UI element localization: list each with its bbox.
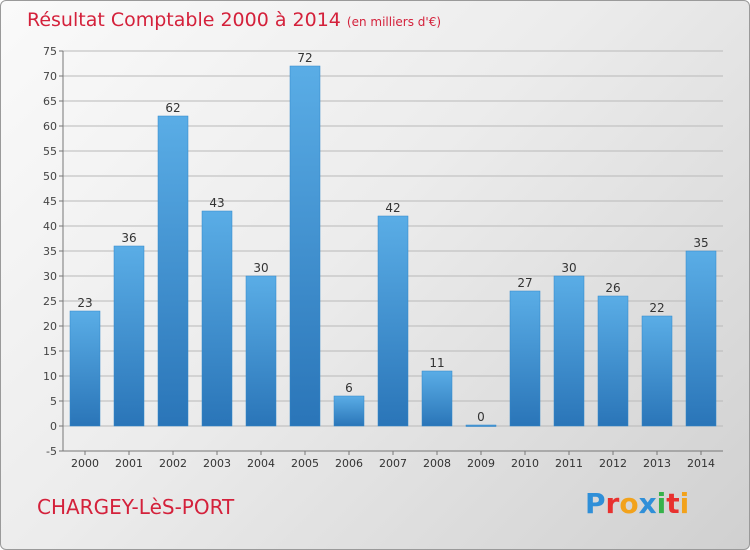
y-tick-label: 35 [43,245,57,258]
x-tick-label: 2013 [643,457,671,470]
y-tick-label: 40 [43,220,57,233]
bar [597,295,629,427]
y-tick-label: 70 [43,70,57,83]
y-tick-label: 60 [43,120,57,133]
x-tick-label: 2014 [687,457,715,470]
y-tick-label: 45 [43,195,57,208]
bar [377,215,409,427]
bar-value-label: 30 [253,261,268,275]
proxiti-logo: Proxiti [585,487,689,520]
bar [509,290,541,427]
x-tick-label: 2005 [291,457,319,470]
y-tick-label: 25 [43,295,57,308]
bar-value-label: 62 [165,101,180,115]
bar [553,275,585,427]
bar [289,65,321,427]
x-tick-label: 2000 [71,457,99,470]
x-tick-label: 2001 [115,457,143,470]
x-tick-label: 2009 [467,457,495,470]
y-tick-label: 50 [43,170,57,183]
y-tick-label: 5 [50,395,57,408]
logo-letter: x [638,487,657,520]
bar-value-label: 43 [209,196,224,210]
y-axis-ticks: -5 0 5 10 15 20 25 30 35 40 45 50 55 60 65 70 75 [43,45,64,458]
logo-letter: r [605,487,620,520]
chart-title-block: Résultat Comptable 2000 à 2014 (en millie… [27,9,441,31]
bar-value-label: 26 [605,281,620,295]
bar-value-label: 6 [345,381,353,395]
x-tick-label: 2007 [379,457,407,470]
y-tick-label: 75 [43,45,57,58]
x-tick-label: 2010 [511,457,539,470]
town-name: CHARGEY-LèS-PORT [37,495,235,519]
y-tick-label: 15 [43,345,57,358]
bar-value-label: 72 [297,51,312,65]
x-tick-label: 2002 [159,457,187,470]
x-axis-ticks: 2000 2001 2002 2003 2004 2005 2006 2007 2008 2009… [63,450,723,470]
x-tick-label: 2006 [335,457,363,470]
bar-value-label: 23 [77,296,92,310]
y-tick-label: -5 [46,445,57,458]
bar [245,275,277,427]
bars: 23 36 62 43 30 72 6 42 11 0 27 30 26 22 35 [69,51,717,427]
x-tick-label: 2011 [555,457,583,470]
bar [465,424,497,427]
bar [421,370,453,427]
x-tick-label: 2003 [203,457,231,470]
logo-letter: i [679,487,690,520]
chart-title: Résultat Comptable 2000 à 2014 [27,9,341,31]
logo-letter: P [585,487,606,520]
x-tick-label: 2008 [423,457,451,470]
bar-value-label: 0 [477,410,485,424]
bar-value-label: 22 [649,301,664,315]
bar [685,250,717,427]
y-tick-label: 0 [50,420,57,433]
x-tick-label: 2012 [599,457,627,470]
bar [157,115,189,427]
logo-letter: i [656,487,667,520]
logo-letter: t [666,487,680,520]
bar [641,315,673,427]
bar [333,395,365,427]
logo-letter: o [619,487,639,520]
x-tick-label: 2004 [247,457,275,470]
bar-value-label: 36 [121,231,136,245]
y-tick-label: 10 [43,370,57,383]
bar-value-label: 35 [693,236,708,250]
bar-value-label: 30 [561,261,576,275]
bar-value-label: 11 [429,356,444,370]
y-tick-label: 55 [43,145,57,158]
y-tick-label: 20 [43,320,57,333]
bar [113,245,145,427]
bar [69,310,101,427]
chart-subtitle: (en milliers d'€) [346,15,442,29]
y-tick-label: 65 [43,95,57,108]
y-tick-label: 30 [43,270,57,283]
bar-value-label: 42 [385,201,400,215]
bar-value-label: 27 [517,276,532,290]
bar [201,210,233,427]
